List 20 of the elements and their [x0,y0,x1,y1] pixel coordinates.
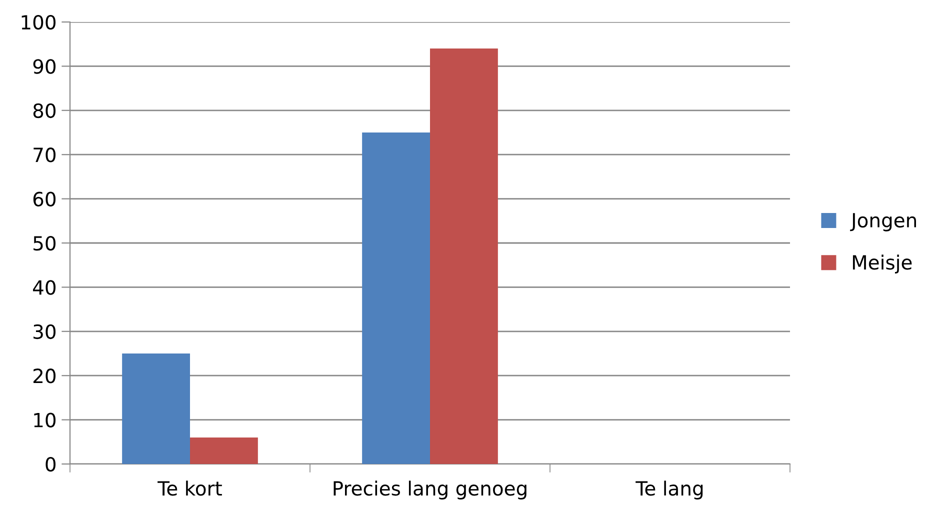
y-tick-label: 90 [33,59,56,74]
y-tick-label: 20 [33,368,56,384]
x-tick-label: Precies lang genoeg [334,480,526,500]
y-tick-label: 40 [33,280,56,295]
legend-label: Meisje [852,254,912,274]
y-tick-label: 10 [34,412,56,428]
x-tick-label: Te lang [636,480,703,500]
y-tick-label: 0 [46,456,56,472]
legend-label: Jongen [850,213,916,232]
bar [190,437,258,464]
y-tick-label: 80 [33,103,56,118]
x-tick-label: Te kort [158,480,222,496]
bar [122,354,190,464]
y-tick-label: 60 [33,192,56,206]
y-tick-label: 30 [34,324,56,340]
y-tick-label: 100 [22,14,56,30]
y-tick-label: 70 [34,148,56,162]
bar [430,48,498,464]
bar [362,132,430,464]
y-tick-label: 50 [34,236,56,251]
